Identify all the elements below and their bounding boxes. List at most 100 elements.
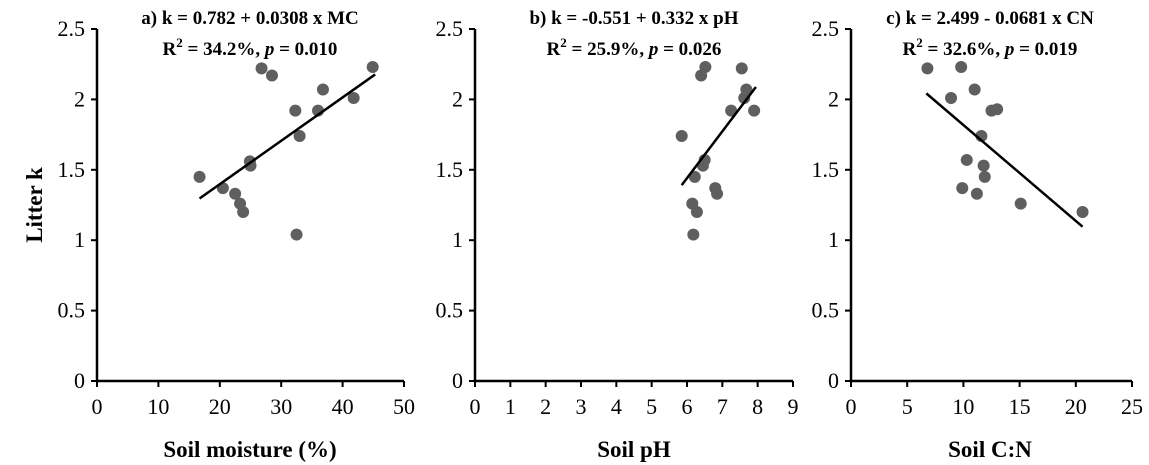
r2-symbol: R <box>547 39 561 60</box>
x-tick-label: 20 <box>1065 394 1087 419</box>
data-point <box>290 228 303 241</box>
fit-statistics: R2 = 34.2%, p = 0.010 <box>163 35 338 60</box>
x-tick-label: 15 <box>1009 394 1031 419</box>
y-tick-label: 2 <box>74 86 85 111</box>
y-tick-label: 2.5 <box>812 16 840 41</box>
y-tick-label: 0 <box>828 368 839 393</box>
y-tick-label: 1.5 <box>58 157 86 182</box>
y-tick-label: 1.5 <box>436 157 464 182</box>
data-point <box>366 61 379 74</box>
fit-statistics: R2 = 32.6%, p = 0.019 <box>903 35 1078 60</box>
y-tick-label: 0.5 <box>58 298 86 323</box>
r2-superscript: 2 <box>176 35 183 50</box>
data-point <box>347 91 360 104</box>
x-tick-label: 7 <box>717 394 728 419</box>
x-tick-label: 20 <box>209 394 231 419</box>
data-point <box>193 170 206 183</box>
x-axis-label: Soil moisture (%) <box>163 437 336 462</box>
data-point <box>289 104 302 117</box>
data-point <box>968 83 981 96</box>
data-point <box>711 187 724 200</box>
p-symbol: p <box>647 39 659 60</box>
p-value: = 0.010 <box>274 39 337 60</box>
y-tick-label: 0 <box>74 368 85 393</box>
data-point <box>945 91 958 104</box>
data-point <box>293 130 306 143</box>
r2-superscript: 2 <box>560 35 567 50</box>
regression-line <box>198 73 376 200</box>
x-tick-label: 0 <box>846 394 857 419</box>
data-point <box>978 170 991 183</box>
data-point <box>956 182 969 195</box>
x-tick-label: 5 <box>902 394 913 419</box>
p-value: = 0.019 <box>1014 39 1077 60</box>
y-tick-label: 2 <box>828 86 839 111</box>
x-tick-label: 0 <box>92 394 103 419</box>
fit-statistics: R2 = 25.9%, p = 0.026 <box>547 35 722 60</box>
data-point <box>991 103 1004 116</box>
p-value: = 0.026 <box>658 39 721 60</box>
r2-symbol: R <box>903 39 917 60</box>
x-axis-label: Soil pH <box>597 437 671 462</box>
data-point <box>740 83 753 96</box>
panel-a: 0 0.5 1 1.5 2 2.5 0 10 20 30 40 50 Soil moisture (%)… <box>58 8 416 462</box>
y-tick-label: 1 <box>828 227 839 252</box>
x-tick-label: 25 <box>1121 394 1143 419</box>
y-tick-label: 2.5 <box>58 16 86 41</box>
regression-equation: c) k = 2.499 - 0.0681 x CN <box>886 8 1094 29</box>
x-axis-label: Soil C:N <box>948 437 1032 462</box>
regression-equation: a) k = 0.782 + 0.0308 x MC <box>141 8 358 29</box>
x-tick-label: 40 <box>332 394 354 419</box>
x-tick-label: 3 <box>576 394 587 419</box>
data-point <box>977 159 990 172</box>
r2-value: = 32.6%, <box>923 39 1005 60</box>
x-tick-label: 50 <box>393 394 415 419</box>
y-tick-label: 1.5 <box>812 157 840 182</box>
data-point <box>970 187 983 200</box>
r2-superscript: 2 <box>916 35 923 50</box>
data-point <box>1076 206 1089 219</box>
r2-value: = 25.9%, <box>567 39 649 60</box>
x-tick-label: 10 <box>952 394 974 419</box>
y-tick-label: 2.5 <box>436 16 464 41</box>
data-point <box>735 62 748 75</box>
y-tick-label: 2 <box>452 86 463 111</box>
data-point <box>316 83 329 96</box>
y-tick-label: 1 <box>74 227 85 252</box>
data-point <box>265 69 278 82</box>
data-point <box>255 62 268 75</box>
r2-symbol: R <box>163 39 177 60</box>
x-tick-label: 5 <box>646 394 657 419</box>
x-tick-label: 30 <box>270 394 292 419</box>
y-tick-label: 0 <box>452 368 463 393</box>
data-point <box>687 228 700 241</box>
data-point <box>675 130 688 143</box>
data-point <box>955 61 968 74</box>
data-point <box>1014 197 1027 210</box>
data-point <box>690 206 703 219</box>
panel-c: 0 0.5 1 1.5 2 2.5 0 5 10 15 20 25 Soil C:N c) k = 2.4… <box>812 8 1144 462</box>
data-point <box>699 61 712 74</box>
regression-equation: b) k = -0.551 + 0.332 x pH <box>529 8 738 29</box>
regression-line <box>680 86 757 186</box>
data-point <box>237 206 250 219</box>
x-tick-label: 4 <box>611 394 622 419</box>
data-point <box>921 62 934 75</box>
x-tick-label: 0 <box>470 394 481 419</box>
p-symbol: p <box>263 39 275 60</box>
x-tick-label: 9 <box>788 394 799 419</box>
data-point <box>748 104 761 117</box>
r2-value: = 34.2%, <box>183 39 265 60</box>
x-tick-label: 10 <box>147 394 169 419</box>
data-point <box>244 159 257 172</box>
x-tick-label: 1 <box>505 394 516 419</box>
x-tick-label: 2 <box>540 394 551 419</box>
y-tick-label: 1 <box>452 227 463 252</box>
y-axis-label: Litter k <box>22 167 47 243</box>
data-point <box>960 153 973 166</box>
data-point <box>229 187 242 200</box>
x-tick-label: 8 <box>752 394 763 419</box>
y-tick-label: 0.5 <box>812 298 840 323</box>
